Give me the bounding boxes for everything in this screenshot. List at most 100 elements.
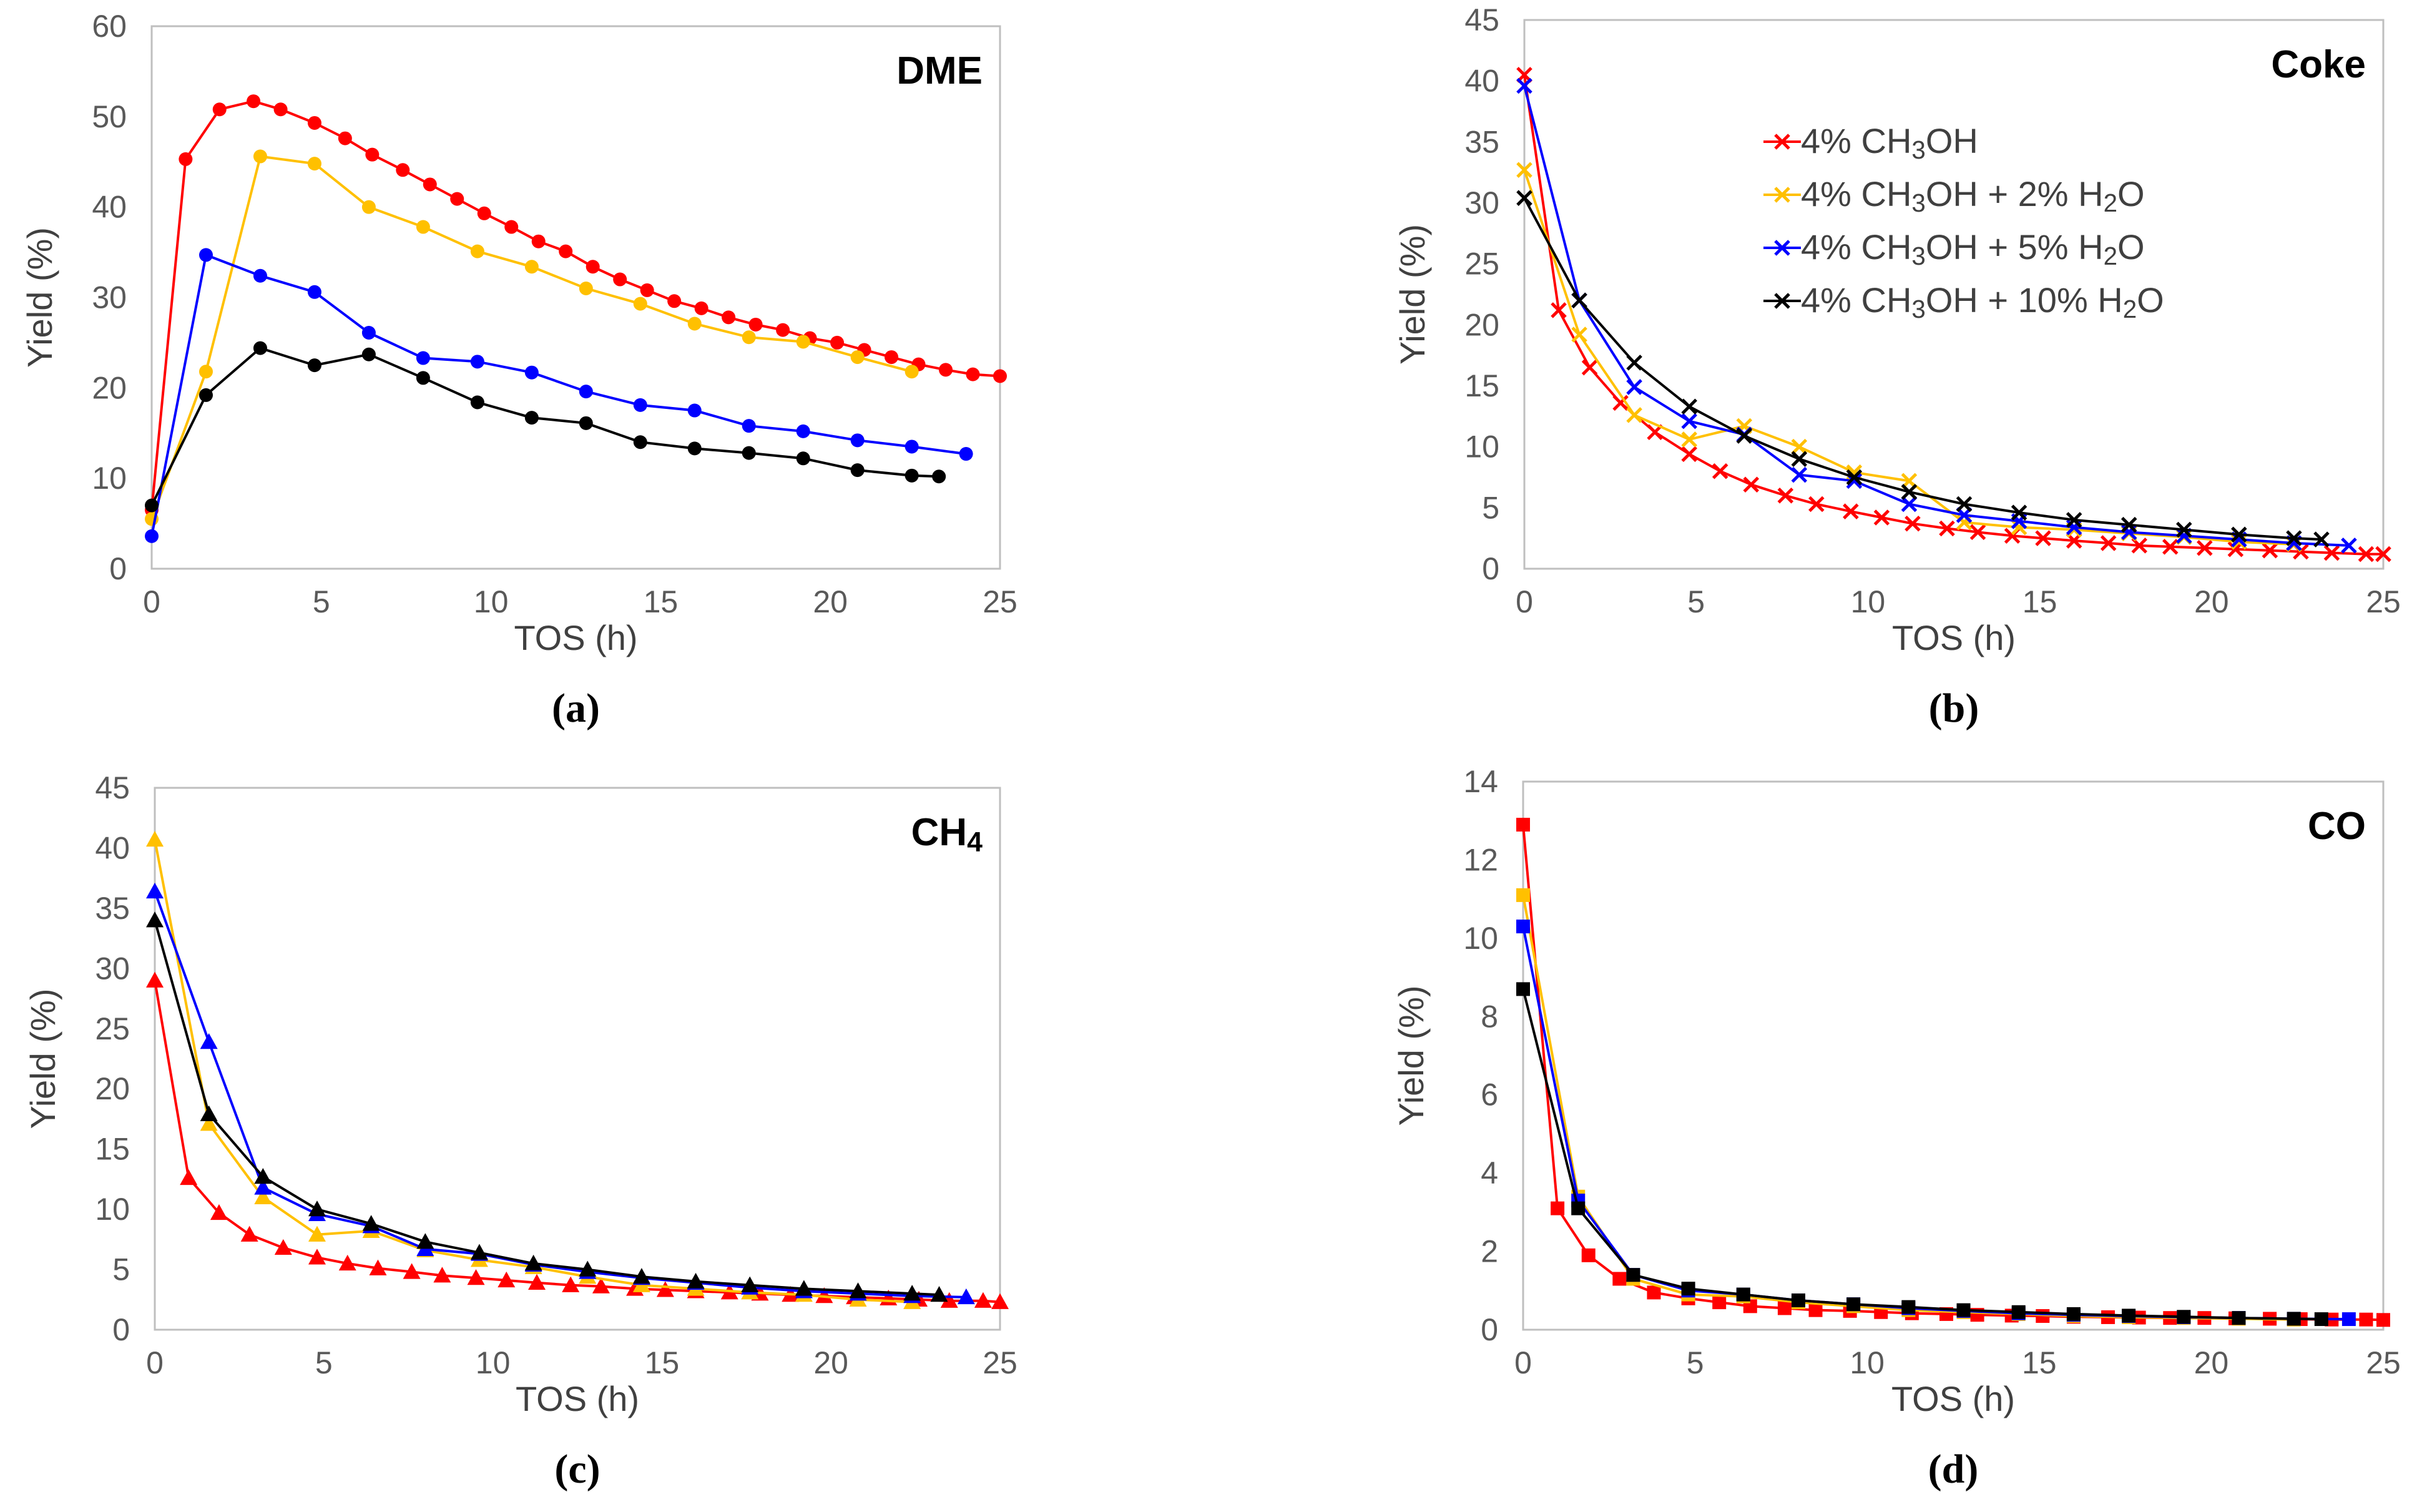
data-point (966, 367, 980, 381)
panel-title: Coke (2271, 43, 2366, 86)
data-point (1736, 428, 1753, 444)
x-tick-label: 20 (2194, 1345, 2229, 1380)
data-point (1647, 1285, 1661, 1300)
data-point (254, 1188, 272, 1205)
data-point (416, 371, 430, 385)
data-point (361, 200, 376, 214)
x-tick-label: 0 (1516, 584, 1533, 619)
series-line (150, 346, 939, 506)
data-point (145, 529, 159, 543)
data-point (905, 468, 919, 483)
y-axis-label: Yield (%) (20, 227, 59, 368)
data-point (467, 1269, 485, 1285)
data-point (592, 1277, 610, 1294)
data-point (1873, 509, 1890, 526)
data-point (796, 335, 810, 349)
data-point (416, 351, 430, 365)
data-point (559, 244, 573, 258)
data-point (687, 1272, 705, 1289)
series-3 (1516, 190, 2330, 547)
data-point (2162, 539, 2179, 555)
x-tick-label: 25 (983, 584, 1017, 619)
data-point (633, 297, 647, 311)
series-2 (1516, 920, 2356, 1327)
panel-caption: (d) (1928, 1446, 1979, 1492)
y-tick-label: 15 (95, 1132, 130, 1167)
data-point (2066, 512, 2082, 528)
y-tick-label: 20 (95, 1071, 130, 1106)
panel-caption: (a) (552, 685, 600, 731)
data-point (2262, 542, 2278, 559)
y-tick-label: 25 (1464, 247, 1499, 282)
data-point (1516, 888, 1530, 902)
data-point (1777, 1301, 1792, 1315)
data-point (396, 163, 410, 177)
data-point (687, 403, 702, 418)
x-tick-label: 10 (474, 584, 509, 619)
data-point (1777, 488, 1794, 504)
data-point (1846, 1297, 1861, 1312)
series-line (1522, 895, 2294, 1321)
data-point (307, 115, 321, 130)
panel-title: CH4 (911, 811, 983, 858)
data-point (849, 1282, 867, 1298)
data-point (361, 325, 376, 340)
data-point (1681, 446, 1697, 463)
data-point (632, 1268, 650, 1284)
data-point (1939, 520, 1955, 537)
data-point (2314, 1312, 2328, 1327)
data-point (199, 248, 213, 262)
data-point (1626, 407, 1642, 423)
x-tick-label: 15 (644, 584, 679, 619)
data-point (1681, 413, 1697, 430)
data-point (579, 1260, 597, 1277)
series-1 (145, 149, 919, 526)
data-point (1956, 1303, 1971, 1317)
data-point (722, 310, 736, 325)
legend-swatch-marker (1774, 134, 1790, 150)
data-point (1808, 496, 1825, 513)
data-point (850, 463, 865, 478)
data-point (1791, 438, 1808, 455)
legend-swatch-marker (1774, 187, 1790, 203)
data-point (957, 1288, 975, 1305)
y-tick-label: 2 (1481, 1234, 1498, 1269)
data-point (253, 268, 267, 283)
x-tick-label: 5 (313, 584, 330, 619)
data-point (528, 1274, 546, 1290)
series-3 (1516, 982, 2328, 1327)
data-point (362, 1215, 380, 1231)
data-point (470, 244, 484, 258)
y-tick-label: 20 (92, 370, 127, 405)
data-point (959, 447, 973, 461)
data-point (1516, 190, 1532, 206)
data-point (416, 1233, 434, 1249)
data-point (450, 192, 464, 206)
data-point (687, 317, 702, 331)
data-point (1581, 359, 1598, 376)
y-tick-label: 5 (1482, 490, 1499, 525)
x-tick-label: 0 (1514, 1345, 1532, 1380)
data-point (1905, 515, 1921, 532)
data-point (905, 439, 919, 454)
data-point (308, 1200, 326, 1217)
data-point (1712, 463, 1728, 479)
x-tick-label: 25 (983, 1345, 1017, 1380)
y-tick-label: 30 (1464, 185, 1499, 220)
series-3 (146, 911, 948, 1302)
data-point (2011, 1305, 2026, 1319)
data-point (932, 469, 946, 484)
data-point (2313, 531, 2330, 547)
data-point (253, 149, 267, 164)
data-point (179, 152, 193, 166)
data-point (1969, 524, 1986, 541)
data-point (1808, 1303, 1823, 1317)
y-tick-label: 4 (1481, 1156, 1498, 1190)
y-tick-label: 14 (1463, 764, 1498, 799)
y-tick-label: 45 (95, 770, 130, 805)
data-point (2287, 1312, 2301, 1326)
data-point (579, 416, 593, 430)
data-point (687, 441, 702, 456)
data-point (2286, 530, 2302, 546)
data-point (180, 1169, 198, 1186)
